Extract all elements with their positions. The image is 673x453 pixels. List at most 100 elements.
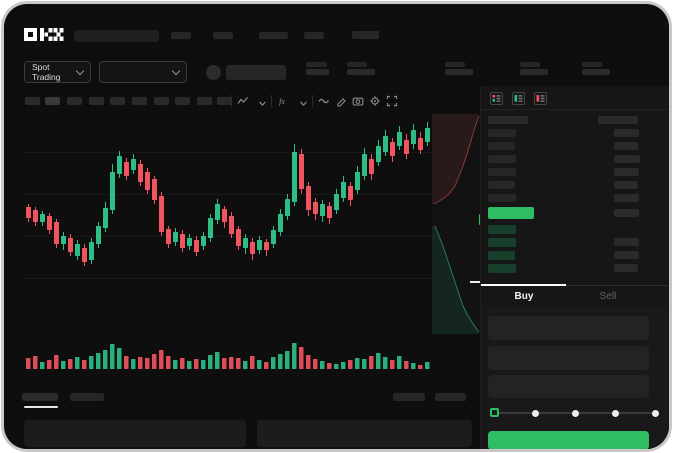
- candlestick-chart[interactable]: [22, 116, 432, 338]
- bid-amount-bar[interactable]: [614, 251, 639, 259]
- timeframe-pill[interactable]: [89, 97, 104, 105]
- nav-item[interactable]: [304, 32, 324, 39]
- bottom-tab-order-history[interactable]: [70, 393, 104, 401]
- candle: [124, 158, 129, 180]
- timeframe-pill[interactable]: [175, 97, 190, 105]
- book-combined-icon[interactable]: [490, 92, 503, 105]
- ask-price-bar[interactable]: [488, 155, 516, 163]
- bid-amount-bar[interactable]: [614, 238, 639, 246]
- ask-amount-bar[interactable]: [614, 155, 640, 163]
- price-input[interactable]: [488, 316, 649, 340]
- indicators-icon[interactable]: fx: [279, 96, 285, 106]
- ask-price-bar[interactable]: [488, 129, 516, 137]
- ask-amount-bar[interactable]: [614, 142, 638, 150]
- bid-price-bar[interactable]: [488, 264, 516, 273]
- volume-bar: [54, 355, 59, 369]
- candle: [222, 206, 227, 228]
- ask-amount-bar[interactable]: [614, 129, 639, 137]
- depth-chart[interactable]: [432, 114, 482, 334]
- stat-label-placeholder: [347, 62, 367, 67]
- volume-bar: [271, 357, 276, 369]
- nav-item[interactable]: [352, 31, 379, 39]
- volume-bar: [103, 350, 108, 369]
- timeframe-pill[interactable]: [110, 97, 125, 105]
- camera-icon[interactable]: [352, 95, 364, 107]
- indicators-chevron-icon[interactable]: [297, 97, 309, 109]
- candle: [327, 202, 332, 224]
- bid-price-bar[interactable]: [488, 251, 515, 260]
- bid-amount-bar[interactable]: [614, 264, 638, 272]
- tab-sell[interactable]: Sell: [599, 291, 617, 302]
- toolbar-divider: [231, 95, 232, 107]
- chevron-down-icon: [75, 66, 85, 75]
- bottom-tab-open-orders[interactable]: [22, 393, 58, 401]
- slider-handle[interactable]: [490, 408, 499, 417]
- ask-price-bar[interactable]: [488, 194, 516, 202]
- volume-bar: [250, 356, 255, 369]
- tab-buy[interactable]: Buy: [514, 291, 534, 302]
- book-bids-icon[interactable]: [512, 92, 525, 105]
- volume-bar: [201, 360, 206, 369]
- timeframe-pill[interactable]: [25, 97, 40, 105]
- ask-price-bar[interactable]: [488, 142, 515, 150]
- pair-selector[interactable]: [99, 61, 187, 83]
- bid-price-bar[interactable]: [488, 225, 516, 234]
- last-price-amount-placeholder: [614, 209, 639, 217]
- ask-amount-bar[interactable]: [614, 194, 639, 202]
- buy-button[interactable]: [488, 431, 649, 449]
- candle: [418, 132, 423, 154]
- ask-amount-bar[interactable]: [614, 168, 639, 176]
- candle: [257, 236, 262, 254]
- timeframe-pill[interactable]: [132, 97, 147, 105]
- candle: [180, 230, 185, 252]
- nav-item[interactable]: [213, 32, 233, 39]
- compare-icon[interactable]: [318, 95, 330, 107]
- gridline: [22, 278, 432, 279]
- ask-amount-bar[interactable]: [614, 181, 638, 189]
- candle: [229, 212, 234, 238]
- tabs-divider: [566, 285, 669, 286]
- volume-bar: [47, 360, 52, 369]
- volume-bar: [117, 348, 122, 369]
- timeframe-pill[interactable]: [154, 97, 169, 105]
- search-input[interactable]: [74, 30, 159, 42]
- candle: [47, 213, 52, 234]
- amount-input[interactable]: [488, 346, 649, 370]
- volume-bar: [425, 362, 430, 369]
- total-input[interactable]: [488, 375, 649, 398]
- candle: [355, 166, 360, 194]
- fullscreen-icon[interactable]: [386, 95, 398, 107]
- gridline: [22, 194, 432, 195]
- stat-value-placeholder: [520, 69, 548, 75]
- candle: [103, 202, 108, 232]
- draw-icon[interactable]: [335, 95, 347, 107]
- timeframe-pill[interactable]: [197, 97, 212, 105]
- bottom-action-button[interactable]: [393, 393, 425, 401]
- candle: [299, 149, 304, 194]
- candle: [411, 124, 416, 149]
- volume-bar: [166, 356, 171, 369]
- slider-stop[interactable]: [651, 409, 659, 417]
- ask-price-bar[interactable]: [488, 181, 515, 189]
- bid-price-bar[interactable]: [488, 238, 516, 247]
- chart-type-chevron-icon[interactable]: [256, 97, 268, 109]
- candle: [194, 236, 199, 256]
- volume-bar: [68, 359, 73, 369]
- slider-stop[interactable]: [611, 409, 619, 417]
- bottom-action-button[interactable]: [435, 393, 466, 401]
- timeframe-pill[interactable]: [67, 97, 82, 105]
- chart-type-icon[interactable]: [237, 95, 249, 107]
- stat-value-placeholder: [582, 69, 610, 75]
- nav-item[interactable]: [259, 32, 288, 39]
- nav-item[interactable]: [171, 32, 191, 39]
- volume-bar: [145, 358, 150, 369]
- slider-stop[interactable]: [571, 409, 579, 417]
- timeframe-pill[interactable]: [217, 97, 232, 105]
- gear-icon[interactable]: [369, 95, 381, 107]
- book-asks-icon[interactable]: [534, 92, 547, 105]
- ask-price-bar[interactable]: [488, 168, 516, 176]
- market-type-selector[interactable]: Spot Trading: [24, 61, 91, 83]
- timeframe-pill[interactable]: [45, 97, 60, 105]
- volume-chart[interactable]: [22, 336, 434, 370]
- slider-stop[interactable]: [531, 409, 539, 417]
